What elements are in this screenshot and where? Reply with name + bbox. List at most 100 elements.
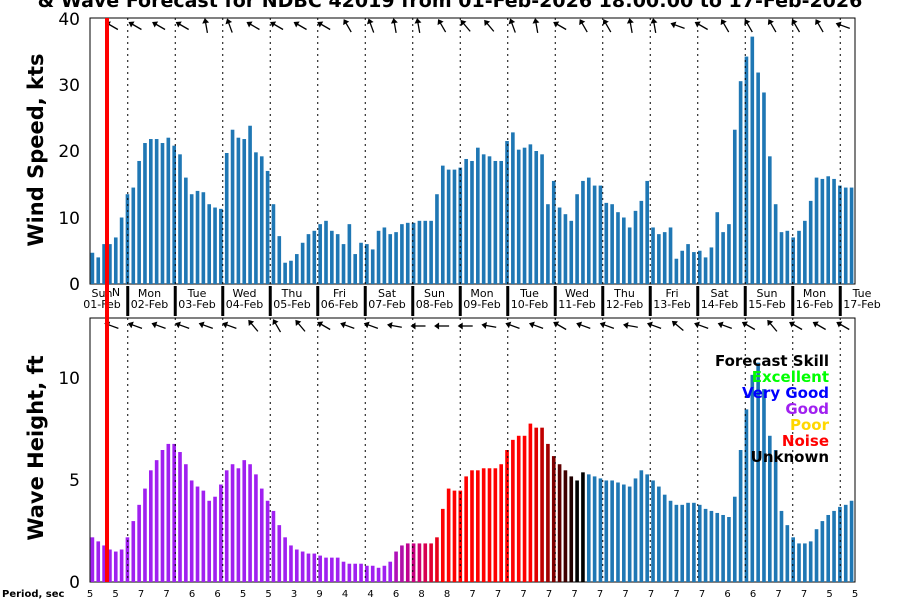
direction-arrow (812, 321, 826, 331)
wave-bar (692, 502, 696, 582)
wave-bar (744, 409, 749, 582)
wind-bar (201, 192, 206, 284)
direction-arrow (414, 18, 422, 34)
wind-bar (370, 249, 375, 284)
wave-bar (172, 443, 176, 582)
wind-bar (505, 141, 509, 284)
forecast-skill-legend: Forecast Skill Excellent Very Good Good … (715, 352, 830, 466)
period-value: 7 (495, 589, 501, 600)
wind-bar (540, 154, 544, 284)
wave-bar (546, 443, 550, 582)
period-value: 8 (444, 589, 450, 600)
wave-bar (294, 549, 299, 582)
direction-arrow (225, 18, 233, 33)
wind-bar (277, 236, 282, 284)
wind-bar (137, 160, 141, 284)
wind-bar (773, 204, 778, 284)
wave-bar (756, 362, 760, 582)
legend-excellent: Excellent (752, 368, 829, 386)
wave-bar (417, 543, 422, 582)
period-value: 7 (673, 589, 679, 600)
day-of-week-label: Tue (187, 287, 207, 300)
direction-arrow (528, 321, 544, 330)
period-value: 6 (750, 589, 756, 600)
day-separator-tick (601, 286, 605, 316)
wave-bar (318, 555, 322, 582)
wave-bar (785, 525, 790, 582)
wind-bar (476, 147, 480, 284)
wave-bar (341, 561, 346, 582)
wave-bar (832, 510, 836, 582)
direction-arrow (671, 320, 684, 331)
day-separator-tick (791, 286, 795, 316)
period-value: 6 (189, 589, 195, 600)
wind-bar (259, 156, 264, 284)
direction-arrow (553, 321, 567, 331)
wind-direction-arrows (104, 18, 851, 34)
date-label: 13-Feb (653, 298, 690, 311)
wind-bar (522, 147, 527, 284)
direction-arrow (508, 18, 516, 33)
wind-y-axis-label: Wind Speed, kts (24, 53, 48, 246)
wave-bar (113, 551, 118, 582)
wave-bar (849, 500, 854, 582)
day-separator-tick (648, 286, 652, 316)
wave-bar (668, 500, 673, 582)
wave-bar (440, 508, 445, 582)
wave-bar (464, 476, 468, 582)
wave-bar (645, 474, 649, 582)
wind-bar (627, 227, 632, 284)
date-label: 11-Feb (558, 298, 595, 311)
wind-bar (330, 230, 334, 284)
wind-bar (224, 153, 229, 284)
wave-bar (166, 443, 171, 582)
direction-arrow (387, 322, 402, 329)
period-value: 7 (775, 589, 781, 600)
direction-arrow (437, 19, 447, 33)
direction-arrow (198, 321, 214, 330)
wind-bar (832, 178, 836, 284)
wave-bar (680, 504, 685, 582)
wind-bar (499, 160, 503, 284)
wind-bar (160, 143, 165, 284)
day-of-week-label: Tue (852, 287, 872, 300)
wave-bar (254, 474, 258, 582)
wind-y-tick: 40 (58, 10, 80, 30)
wave-bar (721, 514, 725, 582)
wind-bar (113, 237, 118, 284)
date-label: 07-Feb (368, 298, 405, 311)
wind-bar (411, 222, 416, 284)
wind-bar (143, 143, 147, 284)
direction-arrow (343, 19, 352, 33)
wind-bar (820, 178, 825, 284)
day-of-week-label: Mon (138, 287, 161, 300)
wind-bar (108, 244, 112, 284)
wind-bar (400, 224, 404, 284)
wave-bar (370, 565, 375, 582)
wave-bar (446, 488, 451, 582)
wave-bar (108, 549, 112, 582)
wind-bar (843, 187, 848, 284)
direction-arrow (295, 319, 306, 332)
direction-arrow (366, 18, 375, 33)
wind-bar (849, 187, 854, 284)
wind-bar (166, 137, 171, 284)
wave-bar (388, 561, 393, 582)
legend-unknown: Unknown (751, 448, 829, 466)
period-value: 7 (163, 589, 169, 600)
legend-poor: Poor (790, 416, 830, 434)
direction-arrow (484, 19, 495, 32)
wave-bar (657, 486, 661, 582)
wind-bar (195, 190, 200, 284)
direction-arrow (293, 21, 307, 31)
wind-bar (119, 217, 124, 284)
wave-bar (732, 496, 737, 582)
wind-bar (289, 260, 293, 284)
wind-bar (213, 207, 217, 284)
wind-bar (768, 156, 772, 284)
wave-bar (277, 525, 282, 582)
wave-bar (400, 545, 404, 582)
wave-bar (773, 450, 778, 582)
wave-direction-arrows (104, 319, 850, 333)
direction-arrow (127, 321, 143, 330)
